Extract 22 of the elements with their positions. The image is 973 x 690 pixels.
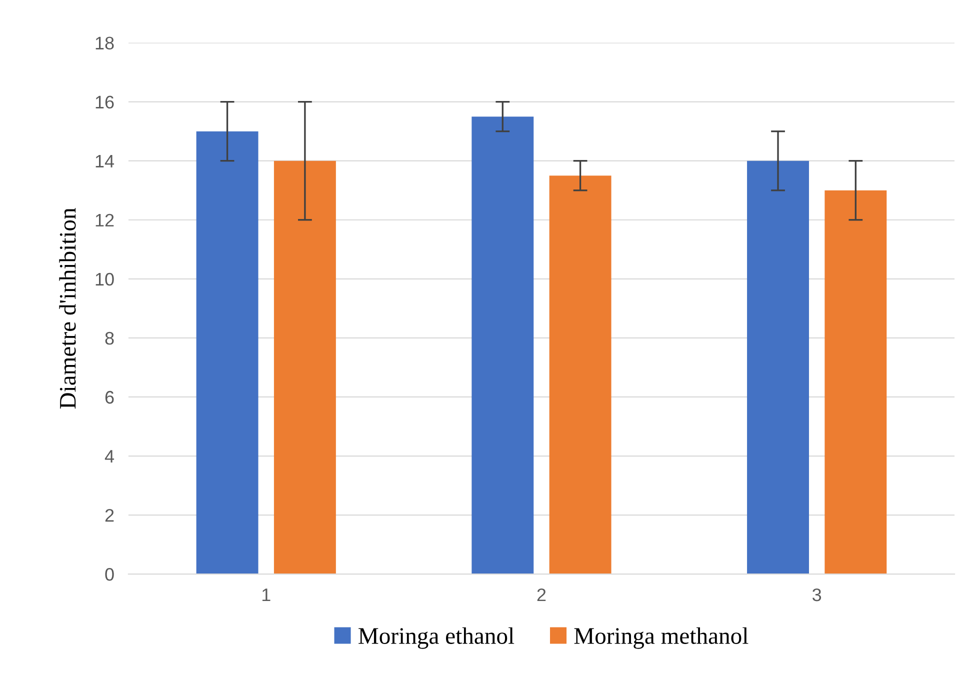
legend-label: Moringa methanol bbox=[574, 627, 748, 649]
y-tick-label: 18 bbox=[96, 36, 114, 50]
bar bbox=[549, 176, 612, 574]
x-tick-label: 1 bbox=[262, 588, 270, 602]
y-tick-label: 14 bbox=[96, 154, 114, 168]
y-tick-label: 10 bbox=[96, 272, 114, 286]
y-tick-label: 4 bbox=[104, 450, 114, 463]
y-tick-label: 8 bbox=[105, 332, 114, 345]
y-tick-label: 0 bbox=[105, 568, 114, 581]
y-axis-title: Diametre d'inhibition bbox=[59, 208, 76, 409]
bar bbox=[747, 160, 809, 574]
legend-label: Moringa ethanol bbox=[358, 627, 514, 649]
bar bbox=[472, 116, 534, 574]
y-tick-label: 6 bbox=[105, 390, 114, 404]
x-tick-label: 3 bbox=[812, 588, 822, 602]
bar bbox=[196, 131, 258, 574]
y-tick-label: 16 bbox=[96, 96, 114, 109]
y-tick-label: 2 bbox=[105, 508, 114, 522]
x-tick-label: 2 bbox=[537, 588, 546, 602]
y-tick-label: 12 bbox=[96, 214, 114, 226]
bar bbox=[824, 190, 887, 574]
bar bbox=[274, 160, 336, 574]
